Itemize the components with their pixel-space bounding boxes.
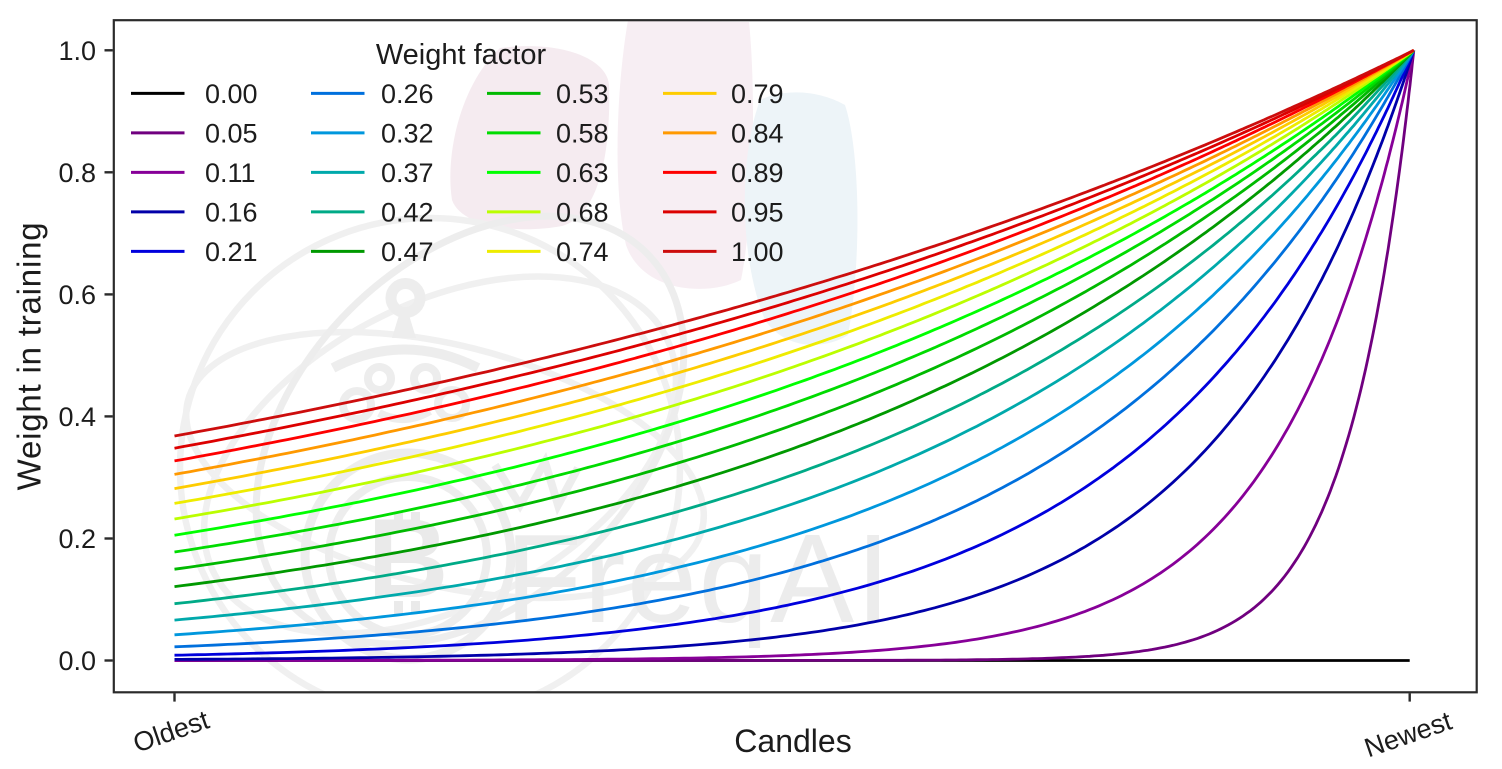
svg-text:0.53: 0.53 [556, 79, 609, 109]
svg-text:0.95: 0.95 [731, 197, 784, 227]
svg-text:0.58: 0.58 [556, 118, 609, 148]
svg-text:0.11: 0.11 [205, 158, 256, 188]
svg-text:0.2: 0.2 [58, 524, 96, 554]
svg-text:0.79: 0.79 [731, 79, 784, 109]
svg-text:0.63: 0.63 [556, 158, 609, 188]
svg-text:0.6: 0.6 [58, 280, 96, 310]
svg-text:Candles: Candles [734, 723, 851, 759]
svg-text:0.16: 0.16 [205, 197, 258, 227]
svg-text:0.21: 0.21 [205, 237, 258, 267]
svg-text:0.84: 0.84 [731, 118, 784, 148]
svg-text:0.47: 0.47 [381, 237, 434, 267]
svg-text:Weight in training: Weight in training [11, 222, 48, 491]
svg-text:0.32: 0.32 [381, 118, 434, 148]
svg-text:FreqAI: FreqAI [505, 508, 892, 649]
svg-text:0.68: 0.68 [556, 197, 609, 227]
svg-text:0.37: 0.37 [381, 158, 434, 188]
svg-text:0.05: 0.05 [205, 118, 258, 148]
svg-text:0.00: 0.00 [205, 79, 258, 109]
svg-text:0.89: 0.89 [731, 158, 784, 188]
svg-text:0.8: 0.8 [58, 158, 96, 188]
svg-text:0.42: 0.42 [381, 197, 434, 227]
svg-text:1.00: 1.00 [731, 237, 784, 267]
svg-text:0.74: 0.74 [556, 237, 609, 267]
svg-text:1.0: 1.0 [58, 36, 96, 66]
svg-text:0.4: 0.4 [58, 402, 96, 432]
svg-text:0.0: 0.0 [58, 646, 96, 676]
svg-text:Weight factor: Weight factor [376, 39, 547, 71]
svg-text:0.26: 0.26 [381, 79, 434, 109]
